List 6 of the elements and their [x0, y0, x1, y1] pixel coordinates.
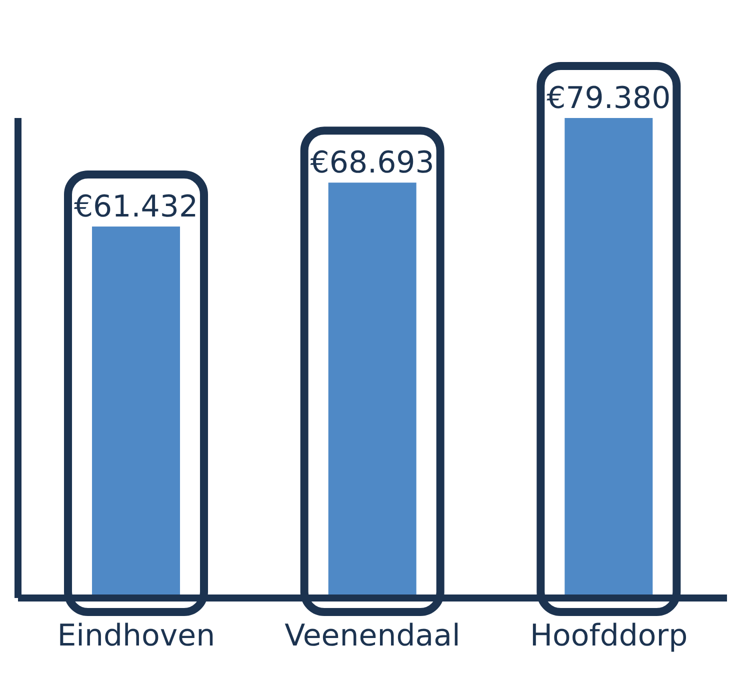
data-label: €68.693 [310, 146, 434, 181]
data-label: €79.380 [546, 81, 671, 116]
x-tick-label: Eindhoven [57, 618, 216, 654]
x-tick-label: Hoofddorp [530, 618, 688, 654]
x-tick-label: Veenendaal [284, 618, 460, 654]
data-label: €61.432 [74, 190, 198, 225]
